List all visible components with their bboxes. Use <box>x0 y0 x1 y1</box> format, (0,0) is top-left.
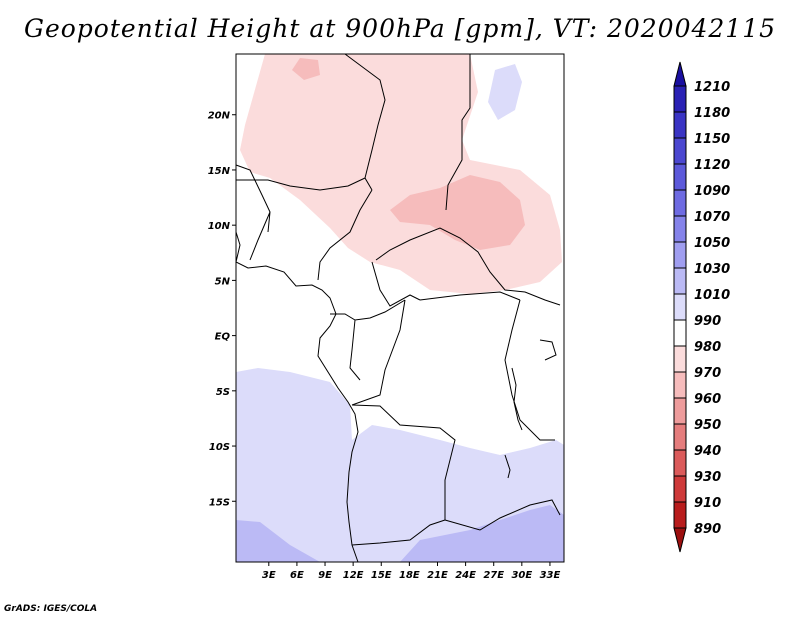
colorbar-bottom-arrow <box>673 527 687 553</box>
southern-africa-high <box>236 505 564 562</box>
lon-tick-label: 33E <box>540 570 561 581</box>
colorbar-level-label: 1010 <box>694 288 730 303</box>
colorbar-segment <box>673 397 687 425</box>
central-african-republic-anomaly <box>390 175 525 250</box>
border-congo <box>330 291 521 406</box>
lat-tick-label: 15S <box>209 497 230 508</box>
border-northwest <box>235 164 271 261</box>
colorbar-segment <box>673 371 687 399</box>
lon-tick-label: 24E <box>455 570 476 581</box>
colorbar-segment <box>673 319 687 347</box>
colorbar-segment <box>673 475 687 503</box>
colorbar-level-label: 1210 <box>694 80 730 95</box>
lakes <box>504 339 557 479</box>
field-layer <box>236 54 564 562</box>
colorbar-segment <box>673 189 687 217</box>
lat-tick-label: EQ <box>215 332 231 343</box>
lat-tick-label: 5N <box>215 276 231 287</box>
colorbar-segment <box>673 345 687 373</box>
lon-tick-label: 6E <box>290 570 304 581</box>
colorbar-level-label: 980 <box>694 340 721 355</box>
colorbar-segment <box>673 111 687 139</box>
lon-tick-label: 9E <box>318 570 332 581</box>
border-east <box>444 299 561 531</box>
map-frame <box>235 53 565 563</box>
colorbar-segment <box>673 267 687 295</box>
colorbar-top-arrow <box>673 61 687 87</box>
lon-tick-label: 3E <box>262 570 276 581</box>
lat-tick-label: 10S <box>209 442 230 453</box>
colorbar-level-label: 990 <box>694 314 721 329</box>
colorbar-segment <box>673 293 687 321</box>
lat-tick-label: 20N <box>208 111 231 122</box>
colorbar-level-label: 1050 <box>694 236 730 251</box>
lon-tick-label: 18E <box>399 570 420 581</box>
colorbar-segment <box>673 423 687 451</box>
colorbar-segment <box>673 163 687 191</box>
colorbar: 1210 1180 1150 1120 1090 1070 1050 1030 1010 990 9… <box>673 61 730 553</box>
lon-tick-label: 12E <box>343 570 364 581</box>
lon-tick-label: 27E <box>483 570 504 581</box>
colorbar-level-label: 970 <box>694 366 721 381</box>
lon-tick-label: 30E <box>511 570 532 581</box>
lat-tick-label: 5S <box>216 387 230 398</box>
coastline-west-africa <box>235 231 359 563</box>
colorbar-level-label: 1090 <box>694 184 730 199</box>
colorbar-level-label: 960 <box>694 392 721 407</box>
colorbar-level-label: 950 <box>694 418 721 433</box>
southern-atlantic-high <box>236 368 564 562</box>
colorbar-segment <box>673 137 687 165</box>
lon-tick-label: 21E <box>427 570 448 581</box>
axis-ticks: 20N 15N 10N 5N EQ 5S 10S 15S 3E 6E 9E 12E 15E 18E 21E 2… <box>208 111 561 581</box>
border-sahel <box>236 177 373 281</box>
boundaries-layer <box>235 53 561 563</box>
northeast-blob <box>488 64 522 120</box>
colorbar-segment <box>673 85 687 113</box>
colorbar-segment <box>673 215 687 243</box>
colorbar-level-label: 1030 <box>694 262 730 277</box>
colorbar-segment <box>673 241 687 269</box>
colorbar-level-label: 1150 <box>694 132 730 147</box>
sahara-spot <box>292 58 320 80</box>
colorbar-level-label: 1070 <box>694 210 730 225</box>
border-central <box>371 227 561 307</box>
colorbar-level-label: 940 <box>694 444 721 459</box>
colorbar-segment <box>673 501 687 529</box>
colorbar-level-label: 910 <box>694 496 721 511</box>
lon-tick-label: 15E <box>371 570 392 581</box>
colorbar-level-label: 930 <box>694 470 721 485</box>
colorbar-level-label: 890 <box>694 522 721 537</box>
lat-tick-label: 10N <box>208 221 231 232</box>
colorbar-level-label: 1180 <box>694 106 730 121</box>
chart-title: Geopotential Height at 900hPa [gpm], VT:… <box>23 14 777 43</box>
colorbar-segment <box>673 449 687 477</box>
credit-label: GrADS: IGES/COLA <box>4 604 98 614</box>
lat-tick-label: 15N <box>208 166 231 177</box>
border-angola <box>351 404 456 546</box>
colorbar-level-label: 1120 <box>694 158 730 173</box>
